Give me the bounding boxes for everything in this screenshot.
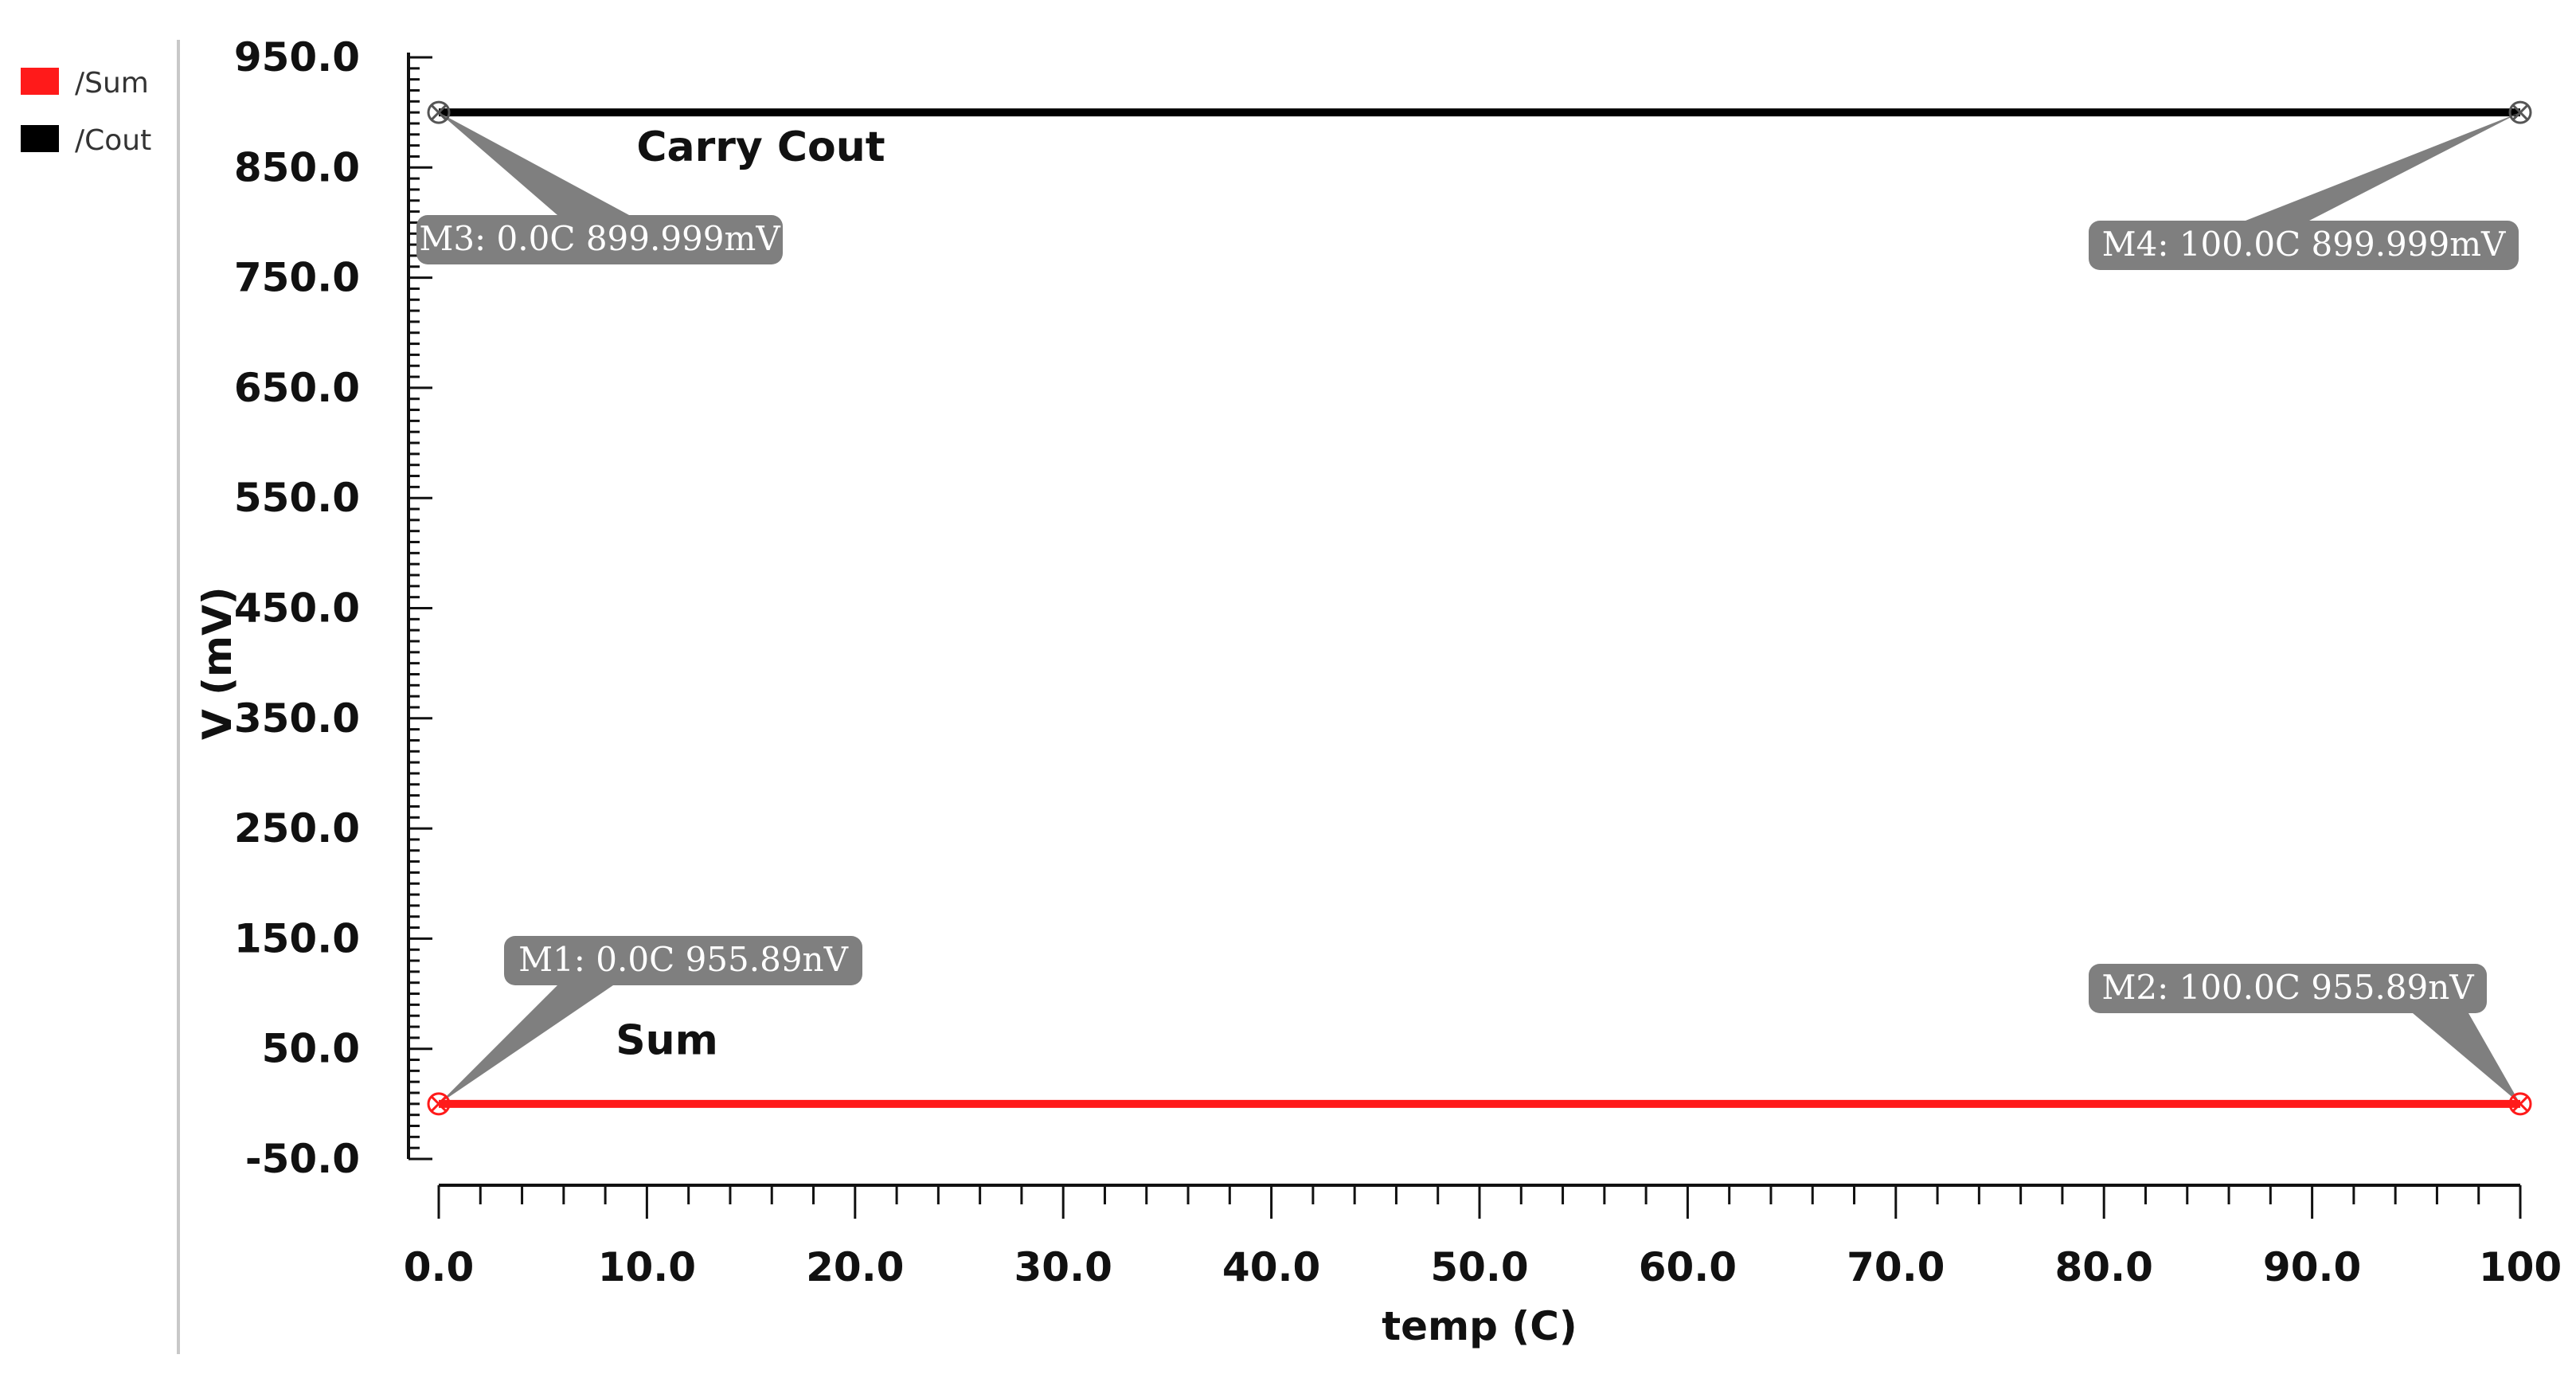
legend-label: /Sum (75, 67, 149, 100)
legend-swatch (21, 68, 59, 95)
marker-callout-pointer (2246, 112, 2520, 221)
x-tick-label: 20.0 (806, 1244, 904, 1290)
x-tick-label: 30.0 (1014, 1244, 1112, 1290)
annotation-label: Carry Cout (636, 123, 885, 171)
y-tick-label: 550.0 (234, 475, 360, 521)
marker-callout-pointer (2413, 1013, 2520, 1104)
x-tick-label: 100 (2479, 1244, 2562, 1290)
annotations-group: Carry Cout Sum (616, 123, 885, 1065)
y-tick-label: 950.0 (234, 34, 360, 80)
axes: 950.0 850.0 750.0 650.0 550.0 450.0 350.0 250.0… (194, 34, 2562, 1349)
marker-label: M1: 0.0C 955.89nV (518, 940, 849, 979)
marker-callout-pointer (439, 112, 629, 215)
y-tick-label: 750.0 (234, 255, 360, 301)
marker-cross (2512, 1095, 2529, 1112)
marker-point (2508, 100, 2532, 124)
legend-label: /Cout (75, 124, 151, 157)
y-tick-label: 850.0 (234, 144, 360, 190)
y-tick-label: 150.0 (234, 915, 360, 961)
x-axis-title: temp (C) (1382, 1303, 1577, 1349)
markers-group: M1: 0.0C 955.89nV M2: 100.0C 955.89nV M3: … (416, 100, 2532, 1116)
x-tick-label: 0.0 (404, 1244, 475, 1290)
marker-point (427, 1092, 451, 1116)
x-tick-label: 60.0 (1639, 1244, 1737, 1290)
marker-callout-box (2089, 964, 2487, 1013)
marker-callout-box (2089, 221, 2519, 270)
y-tick-label: 450.0 (234, 585, 360, 632)
legend-swatch (21, 125, 59, 152)
marker-callout-box (504, 936, 862, 985)
marker-cross (430, 1095, 448, 1112)
x-tick-label: 50.0 (1430, 1244, 1528, 1290)
series-group (439, 108, 2520, 1108)
marker-callout-pointer (439, 985, 613, 1104)
x-tick-label: 90.0 (2263, 1244, 2361, 1290)
marker-label: M4: 100.0C 899.999mV (2102, 225, 2506, 264)
y-tick-label: 250.0 (234, 805, 360, 851)
y-axis-title: V (mV) (194, 586, 240, 740)
y-tick-label: 350.0 (234, 695, 360, 742)
marker-cross (2512, 104, 2529, 121)
marker-cross (430, 104, 448, 121)
marker-label: M2: 100.0C 955.89nV (2101, 968, 2474, 1007)
y-tick-label: 650.0 (234, 365, 360, 411)
x-tick-label: 40.0 (1222, 1244, 1320, 1290)
y-tick-label: 50.0 (262, 1026, 360, 1072)
x-tick-label: 80.0 (2055, 1244, 2153, 1290)
marker-label: M3: 0.0C 899.999mV (419, 219, 780, 258)
marker-callout-box (416, 215, 783, 264)
legend: /Sum/Cout (21, 67, 151, 157)
marker-point (2508, 1092, 2532, 1116)
y-tick-label: -50.0 (245, 1136, 360, 1182)
x-tick-label: 10.0 (598, 1244, 696, 1290)
annotation-label: Sum (616, 1017, 718, 1065)
marker-point (427, 100, 451, 124)
x-tick-label: 70.0 (1847, 1244, 1945, 1290)
